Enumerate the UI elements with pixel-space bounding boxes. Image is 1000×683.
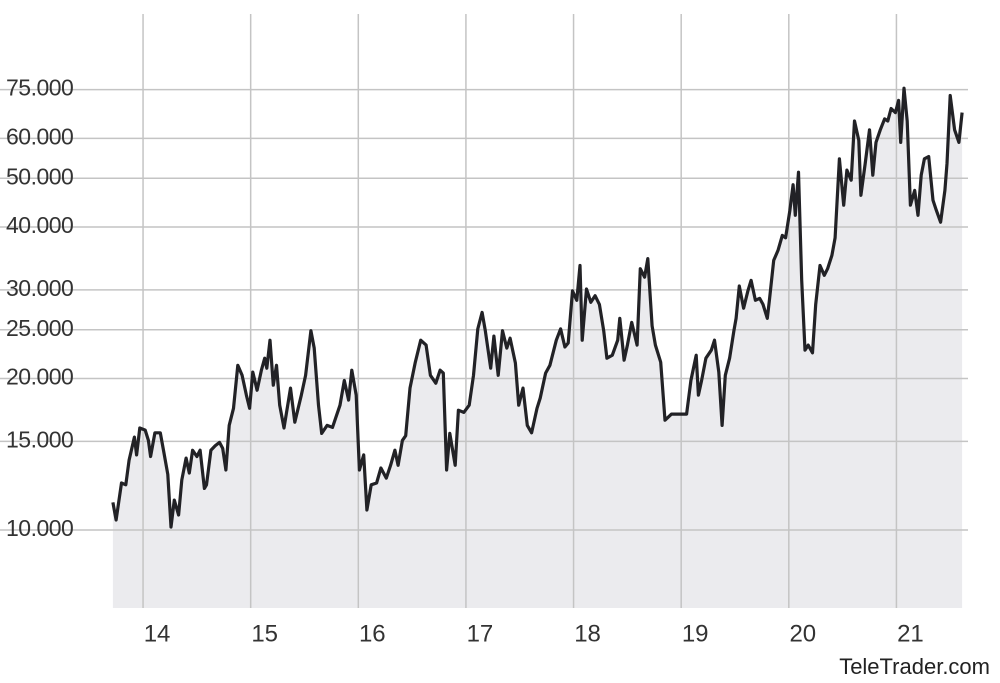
y-tick-label: 15.000 (6, 426, 73, 452)
x-tick-label: 18 (574, 620, 601, 647)
y-tick-label: 60.000 (6, 123, 73, 149)
y-tick-label: 50.000 (6, 163, 73, 189)
y-tick-label: 10.000 (6, 515, 73, 541)
price-line (111, 86, 964, 529)
y-tick-label: 75.000 (6, 75, 73, 101)
area (112, 88, 963, 608)
x-tick-label: 21 (897, 620, 924, 647)
y-tick-label: 25.000 (6, 315, 73, 341)
y-tick-label: 40.000 (6, 212, 73, 238)
grid-lines (0, 14, 968, 608)
labels: 10.000 15.000 20.000 25.000 30.000 40.000 50.0… (6, 75, 924, 648)
x-tick-label: 19 (682, 620, 709, 647)
x-tick-label: 17 (467, 620, 494, 647)
source-credit: TeleTrader.com (839, 654, 990, 679)
x-tick-label: 14 (144, 620, 171, 647)
x-tick-label: 16 (359, 620, 386, 647)
x-tick-label: 15 (251, 620, 278, 647)
y-tick-label: 20.000 (6, 364, 73, 390)
plot (0, 14, 968, 608)
x-tick-label: 20 (789, 620, 816, 647)
y-tick-label: 30.000 (6, 275, 73, 301)
